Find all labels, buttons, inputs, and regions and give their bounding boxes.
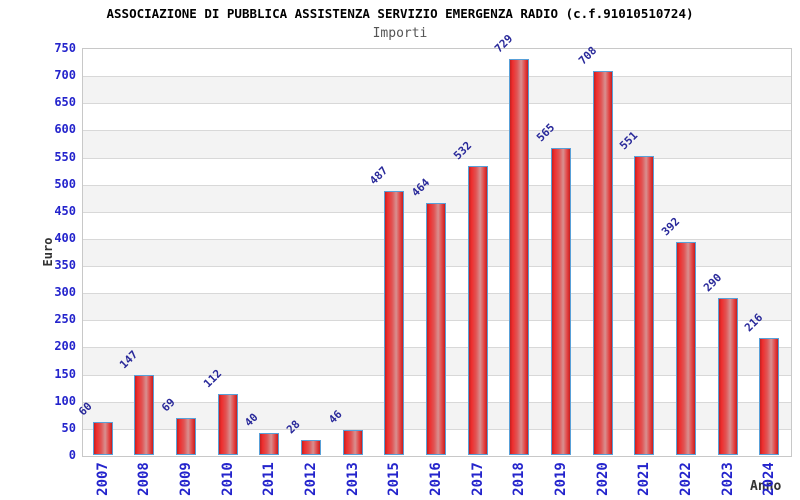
x-tick-label-2017: 2017 <box>469 462 486 496</box>
chart-title: ASSOCIAZIONE DI PUBBLICA ASSISTENZA SERV… <box>106 6 694 21</box>
bar-2012[interactable] <box>301 439 322 455</box>
y-tick-label: 400 <box>54 230 76 245</box>
y-tick-label: 300 <box>54 285 76 300</box>
y-tick-label: 600 <box>54 122 76 137</box>
x-tick-label-2010: 2010 <box>219 462 236 496</box>
bar-2018[interactable] <box>509 59 530 455</box>
x-tick-label-2020: 2020 <box>594 462 611 496</box>
plot-band <box>83 157 791 185</box>
bar-2020[interactable] <box>592 70 613 455</box>
y-gridline <box>83 76 791 78</box>
x-tick-label-2008: 2008 <box>136 462 153 496</box>
plot-band <box>83 76 791 104</box>
bar-2009[interactable] <box>176 417 197 455</box>
bar-2023[interactable] <box>717 297 738 455</box>
y-tick-label: 700 <box>54 68 76 83</box>
x-tick-label-2016: 2016 <box>428 462 444 496</box>
bar-2016[interactable] <box>426 203 446 455</box>
y-tick-label: 100 <box>54 393 76 408</box>
y-gridline <box>83 130 791 132</box>
y-tick-label: 350 <box>54 258 76 273</box>
y-tick-label: 550 <box>54 149 76 164</box>
y-gridline <box>83 157 791 159</box>
bar-2015[interactable] <box>384 190 405 455</box>
x-tick-label-2015: 2015 <box>386 462 403 496</box>
y-tick-label: 500 <box>54 176 76 191</box>
y-tick-label: 50 <box>61 420 76 435</box>
y-tick-label: 650 <box>54 95 76 110</box>
y-tick-label: 150 <box>54 366 76 381</box>
y-gridline <box>83 103 791 105</box>
bar-2010[interactable] <box>217 394 238 455</box>
plot-band <box>83 103 791 131</box>
bar-2019[interactable] <box>550 148 571 455</box>
bar-2013[interactable] <box>342 430 363 455</box>
y-tick-label: 250 <box>54 312 76 327</box>
bar-2011[interactable] <box>259 433 280 455</box>
x-tick-label-2024: 2024 <box>761 462 778 496</box>
bar-2024[interactable] <box>759 337 780 455</box>
bar-2021[interactable] <box>634 155 655 455</box>
x-tick-label-2007: 2007 <box>94 462 111 496</box>
y-tick-label: 450 <box>54 203 76 218</box>
y-gridline <box>83 184 791 186</box>
bar-2008[interactable] <box>134 375 155 455</box>
y-tick-label: 0 <box>68 448 76 462</box>
x-tick-label-2023: 2023 <box>719 462 736 496</box>
chart-subtitle: Importi <box>372 26 428 41</box>
x-tick-label-2021: 2021 <box>636 462 653 496</box>
x-tick-label-2013: 2013 <box>344 462 361 496</box>
x-tick-label-2009: 2009 <box>178 462 195 496</box>
x-tick-label-2019: 2019 <box>552 462 569 496</box>
bar-2007[interactable] <box>92 422 113 455</box>
y-tick-label: 200 <box>54 339 76 354</box>
plot-band <box>83 49 791 77</box>
x-tick-label-2012: 2012 <box>303 462 320 496</box>
plot-band <box>83 130 791 158</box>
x-tick-label-2022: 2022 <box>677 462 694 496</box>
x-tick-label-2018: 2018 <box>511 462 528 496</box>
x-tick-label-2011: 2011 <box>261 462 278 496</box>
bar-2022[interactable] <box>675 242 696 455</box>
x-axis-title: Anno <box>750 479 782 494</box>
bar-2017[interactable] <box>467 166 488 455</box>
y-tick-label: 750 <box>54 41 76 55</box>
